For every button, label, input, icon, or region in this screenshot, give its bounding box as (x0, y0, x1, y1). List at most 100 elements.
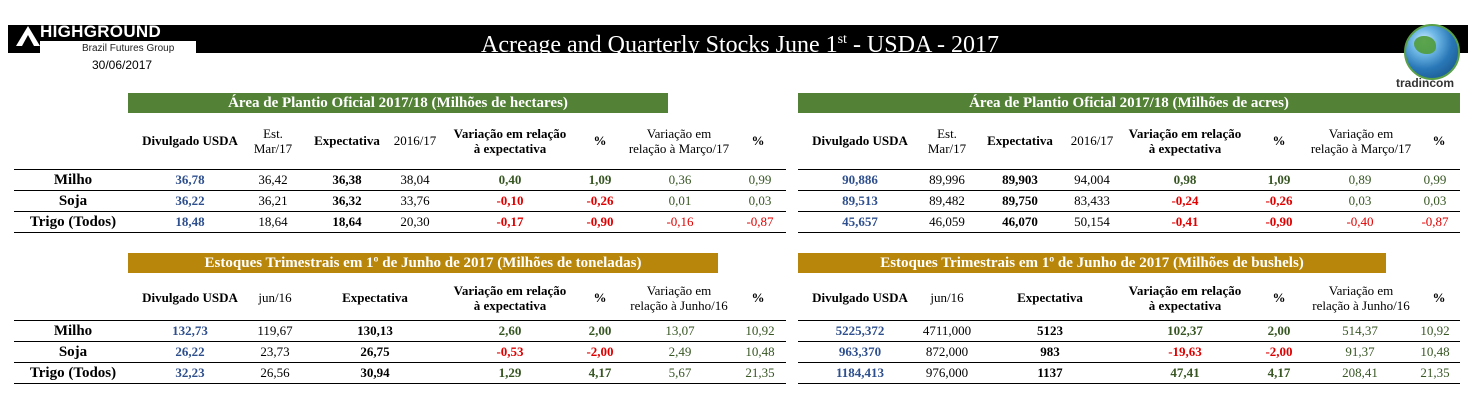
report-date: 30/06/2017 (92, 58, 153, 72)
section-title-stocks-bushels: Estoques Trimestrais em 1º de Junho de 2… (798, 253, 1386, 273)
cell: 91,37 (1345, 344, 1375, 359)
row-line (798, 190, 1460, 191)
row-line (798, 232, 1460, 233)
cell: 47,41 (1170, 365, 1200, 380)
cell: -0,90 (1265, 214, 1293, 229)
cell: 89,750 (1002, 193, 1038, 208)
cell: -0,26 (1265, 193, 1293, 208)
cell: 0,40 (498, 172, 522, 187)
logo-sub-bg (40, 41, 196, 54)
cell: 130,13 (357, 323, 393, 338)
cell: -2,00 (586, 344, 614, 359)
cell: -0,26 (586, 193, 614, 208)
cell: 83,433 (1074, 193, 1110, 208)
cell: 963,370 (838, 344, 882, 359)
hdr-divulgado: Divulgado USDA (142, 133, 238, 148)
hdr-var-marco: Variação em relação à Março/17 (1310, 126, 1412, 156)
hdr-divulgado: Divulgado USDA (812, 290, 908, 305)
cell: 514,37 (1342, 323, 1378, 338)
hdr-var-expectativa: Variação em relação à expectativa (1128, 126, 1242, 156)
hdr-var-expectativa: Variação em relação à expectativa (453, 126, 567, 156)
cell: 90,886 (842, 172, 878, 187)
hdr-2016-17: 2016/17 (393, 133, 437, 148)
hdr-expectativa: Expectativa (314, 133, 380, 148)
cell: -0,40 (1346, 214, 1374, 229)
hdr-pct: % (1272, 133, 1286, 148)
cell: -0,17 (496, 214, 524, 229)
cell: 21,35 (745, 365, 775, 380)
cell: 2,00 (1267, 323, 1291, 338)
cell: 10,92 (745, 323, 775, 338)
cell: -0,10 (496, 193, 524, 208)
cell: 208,41 (1342, 365, 1378, 380)
cell: -0,53 (496, 344, 524, 359)
hdr-expectativa: Expectativa (1017, 290, 1083, 305)
cell: 26,56 (260, 365, 290, 380)
cell: 89,513 (842, 193, 878, 208)
cell: 23,73 (260, 344, 290, 359)
logo-subtitle: Brazil Futures Group (82, 43, 175, 54)
cell: 26,22 (175, 344, 205, 359)
hdr-expectativa: Expectativa (987, 133, 1053, 148)
hdr-pct: % (1272, 290, 1286, 305)
hdr-pct-2: % (1432, 290, 1446, 305)
title-sup: st (837, 32, 847, 47)
cell: 0,98 (1173, 172, 1197, 187)
cell: 0,89 (1348, 172, 1372, 187)
cell: 46,059 (929, 214, 965, 229)
row-line (798, 320, 1460, 321)
row-line (14, 169, 786, 170)
hdr-var-expectativa: Variação em relação à expectativa (1128, 283, 1242, 313)
cell: -0,16 (666, 214, 694, 229)
cell: 10,48 (1420, 344, 1450, 359)
hdr-pct-2: % (751, 290, 765, 305)
cell: 0,01 (668, 193, 692, 208)
cell: 18,64 (258, 214, 288, 229)
title-main: Acreage and Quarterly Stocks June 1 (481, 32, 838, 58)
row-line (798, 211, 1460, 212)
cell: 20,30 (400, 214, 430, 229)
cell: 1137 (1037, 365, 1063, 380)
hdr-expectativa: Expectativa (342, 290, 408, 305)
cell: 1184,413 (835, 365, 885, 380)
cell: -0,87 (746, 214, 774, 229)
cell: 4,17 (1267, 365, 1291, 380)
row-line (798, 383, 1460, 384)
section-title-stocks-tons: Estoques Trimestrais em 1º de Junho de 2… (128, 253, 718, 273)
cell: 976,000 (925, 365, 969, 380)
cell: 872,000 (925, 344, 969, 359)
cell: 36,21 (258, 193, 288, 208)
section-title-area-acres: Área de Plantio Oficial 2017/18 (Milhões… (798, 93, 1460, 113)
cell: 132,73 (172, 323, 208, 338)
row-line (798, 169, 1460, 170)
cell: 45,657 (842, 214, 878, 229)
hdr-jun16: jun/16 (258, 290, 292, 305)
row-line (798, 341, 1460, 342)
row-line (14, 211, 786, 212)
cell: 18,64 (332, 214, 362, 229)
cell: 94,004 (1074, 172, 1110, 187)
cell: 4711,000 (922, 323, 972, 338)
hdr-var-junho: Variação em relação à Junho/16 (1312, 283, 1410, 313)
cell: 36,78 (175, 172, 205, 187)
row-label-milho: Milho (53, 172, 93, 188)
cell: 0,99 (748, 172, 772, 187)
cell: 10,92 (1420, 323, 1450, 338)
cell: -0,90 (586, 214, 614, 229)
row-label-milho: Milho (53, 323, 93, 339)
row-label-soja: Soja (58, 193, 88, 209)
hdr-var-junho: Variação em relação à Junho/16 (630, 283, 728, 313)
cell: 1,09 (588, 172, 612, 187)
hdr-divulgado: Divulgado USDA (812, 133, 908, 148)
row-line (14, 383, 786, 384)
hdr-pct-2: % (1432, 133, 1446, 148)
row-label-trigo: Trigo (Todos) (29, 365, 117, 381)
cell: 2,60 (498, 323, 522, 338)
cell: 36,32 (332, 193, 362, 208)
hdr-divulgado: Divulgado USDA (142, 290, 238, 305)
hdr-2016-17: 2016/17 (1070, 133, 1114, 148)
cell: 36,38 (332, 172, 362, 187)
cell: -0,87 (1421, 214, 1449, 229)
cell: 33,76 (400, 193, 430, 208)
cell: 2,00 (588, 323, 612, 338)
